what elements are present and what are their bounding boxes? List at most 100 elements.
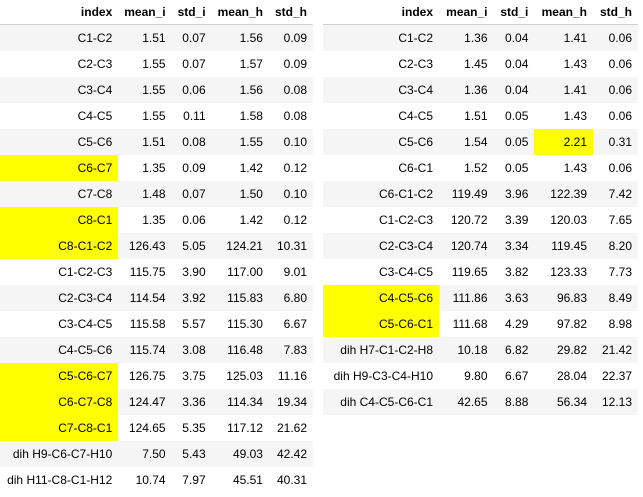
value-cell-mean-i: 1.52	[439, 155, 494, 181]
value-cell-mean-i: 42.65	[439, 389, 494, 415]
value-cell-mean-i: 1.55	[118, 103, 172, 129]
value-cell-mean-i: 115.74	[118, 337, 172, 363]
row-index-cell: C1-C2	[323, 24, 439, 51]
column-header-mean-i: mean_i	[439, 0, 494, 25]
value-cell-std-h: 0.06	[593, 77, 638, 103]
value-cell-mean-h: 45.51	[211, 467, 269, 493]
value-cell-mean-h: 96.83	[534, 285, 593, 311]
value-cell-mean-i: 119.49	[439, 181, 494, 207]
table-row: dih H7-C1-C2-H8 10.18 6.82 29.82 21.42	[323, 337, 638, 363]
value-cell-mean-i: 1.55	[118, 51, 172, 77]
value-cell-std-h: 22.37	[593, 363, 638, 389]
value-cell-std-i: 0.05	[493, 103, 535, 129]
table-row: C5-C6-C7 126.75 3.75 125.03 11.16	[0, 363, 313, 389]
column-header-std-i: std_i	[171, 0, 212, 25]
value-cell-std-h: 0.12	[268, 155, 313, 181]
right-table-body: C1-C2 1.36 0.04 1.41 0.06 C2-C3 1.45 0.04 1.43 0.…	[323, 24, 638, 415]
table-row: C5-C6 1.54 0.05 2.21 0.31	[323, 129, 638, 155]
value-cell-std-h: 0.31	[593, 129, 638, 155]
value-cell-std-i: 4.29	[493, 311, 535, 337]
value-cell-std-i: 3.36	[171, 389, 212, 415]
value-cell-mean-i: 1.35	[118, 155, 172, 181]
row-index-cell: C2-C3	[0, 51, 119, 77]
value-cell-std-i: 6.67	[493, 363, 535, 389]
value-cell-std-h: 0.09	[268, 24, 313, 51]
value-cell-std-h: 0.08	[268, 77, 313, 103]
right-data-table: index mean_i std_i mean_h std_h C1-C2 1.36 0.0…	[323, 0, 638, 415]
value-cell-mean-h: 116.48	[211, 337, 269, 363]
value-cell-mean-h: 56.34	[534, 389, 593, 415]
value-cell-mean-h: 1.56	[211, 24, 269, 51]
value-cell-std-h: 19.34	[268, 389, 313, 415]
value-cell-std-h: 0.12	[268, 207, 313, 233]
table-row: C8-C1 1.35 0.06 1.42 0.12	[0, 207, 313, 233]
value-cell-std-h: 12.13	[593, 389, 638, 415]
value-cell-std-h: 8.49	[593, 285, 638, 311]
table-row: C4-C5 1.51 0.05 1.43 0.06	[323, 103, 638, 129]
table-row: C6-C7 1.35 0.09 1.42 0.12	[0, 155, 313, 181]
value-cell-std-i: 0.06	[171, 207, 212, 233]
value-cell-std-h: 21.62	[268, 415, 313, 441]
value-cell-mean-h: 1.42	[211, 207, 269, 233]
row-index-cell: dih H11-C8-C1-H12	[0, 467, 119, 493]
value-cell-mean-i: 124.47	[118, 389, 172, 415]
value-cell-mean-i: 120.72	[439, 207, 494, 233]
value-cell-mean-h: 120.03	[534, 207, 593, 233]
value-cell-std-h: 8.20	[593, 233, 638, 259]
row-index-cell: C4-C5	[0, 103, 119, 129]
value-cell-mean-h: 119.45	[534, 233, 593, 259]
row-index-cell: C4-C5-C6	[323, 285, 439, 311]
value-cell-std-h: 7.73	[593, 259, 638, 285]
row-index-cell: C3-C4-C5	[0, 311, 119, 337]
row-index-cell: dih H7-C1-C2-H8	[323, 337, 439, 363]
column-header-mean-h: mean_h	[534, 0, 593, 25]
table-row: C6-C7-C8 124.47 3.36 114.34 19.34	[0, 389, 313, 415]
row-index-cell: C5-C6	[0, 129, 119, 155]
value-cell-mean-i: 7.50	[118, 441, 172, 467]
table-row: C4-C5-C6 111.86 3.63 96.83 8.49	[323, 285, 638, 311]
row-index-cell: C5-C6	[323, 129, 439, 155]
row-index-cell: dih C4-C5-C6-C1	[323, 389, 439, 415]
table-row: C6-C1 1.52 0.05 1.43 0.06	[323, 155, 638, 181]
row-index-cell: C3-C4-C5	[323, 259, 439, 285]
value-cell-std-h: 6.80	[268, 285, 313, 311]
row-index-cell: C6-C1-C2	[323, 181, 439, 207]
row-index-cell: C6-C7	[0, 155, 119, 181]
table-row: C3-C4 1.36 0.04 1.41 0.06	[323, 77, 638, 103]
row-index-cell: C3-C4	[0, 77, 119, 103]
left-data-table: index mean_i std_i mean_h std_h C1-C2 1.51 0.0…	[0, 0, 313, 493]
value-cell-std-i: 8.88	[493, 389, 535, 415]
value-cell-mean-h: 49.03	[211, 441, 269, 467]
value-cell-mean-h: 115.83	[211, 285, 269, 311]
value-cell-std-i: 3.92	[171, 285, 212, 311]
column-header-index: index	[323, 0, 439, 25]
row-index-cell: C6-C1	[323, 155, 439, 181]
row-index-cell: C3-C4	[323, 77, 439, 103]
value-cell-std-h: 7.65	[593, 207, 638, 233]
value-cell-std-h: 8.98	[593, 311, 638, 337]
value-cell-std-i: 7.97	[171, 467, 212, 493]
value-cell-std-h: 9.01	[268, 259, 313, 285]
value-cell-std-h: 21.42	[593, 337, 638, 363]
row-index-cell: C4-C5-C6	[0, 337, 119, 363]
value-cell-std-i: 3.82	[493, 259, 535, 285]
value-cell-mean-i: 1.48	[118, 181, 172, 207]
value-cell-mean-h: 1.43	[534, 155, 593, 181]
value-cell-mean-h: 1.41	[534, 77, 593, 103]
table-row: dih H11-C8-C1-H12 10.74 7.97 45.51 40.31	[0, 467, 313, 493]
column-header-index: index	[0, 0, 119, 25]
value-cell-std-h: 40.31	[268, 467, 313, 493]
value-cell-mean-h: 117.00	[211, 259, 269, 285]
value-cell-std-i: 0.06	[171, 77, 212, 103]
value-cell-mean-h: 123.33	[534, 259, 593, 285]
value-cell-std-i: 0.04	[493, 51, 535, 77]
value-cell-mean-i: 1.45	[439, 51, 494, 77]
value-cell-std-h: 0.10	[268, 181, 313, 207]
value-cell-mean-h: 28.04	[534, 363, 593, 389]
value-cell-mean-i: 124.65	[118, 415, 172, 441]
table-row: C2-C3 1.55 0.07 1.57 0.09	[0, 51, 313, 77]
value-cell-mean-h: 1.55	[211, 129, 269, 155]
table-row: C5-C6 1.51 0.08 1.55 0.10	[0, 129, 313, 155]
value-cell-std-i: 3.39	[493, 207, 535, 233]
value-cell-std-i: 0.05	[493, 155, 535, 181]
